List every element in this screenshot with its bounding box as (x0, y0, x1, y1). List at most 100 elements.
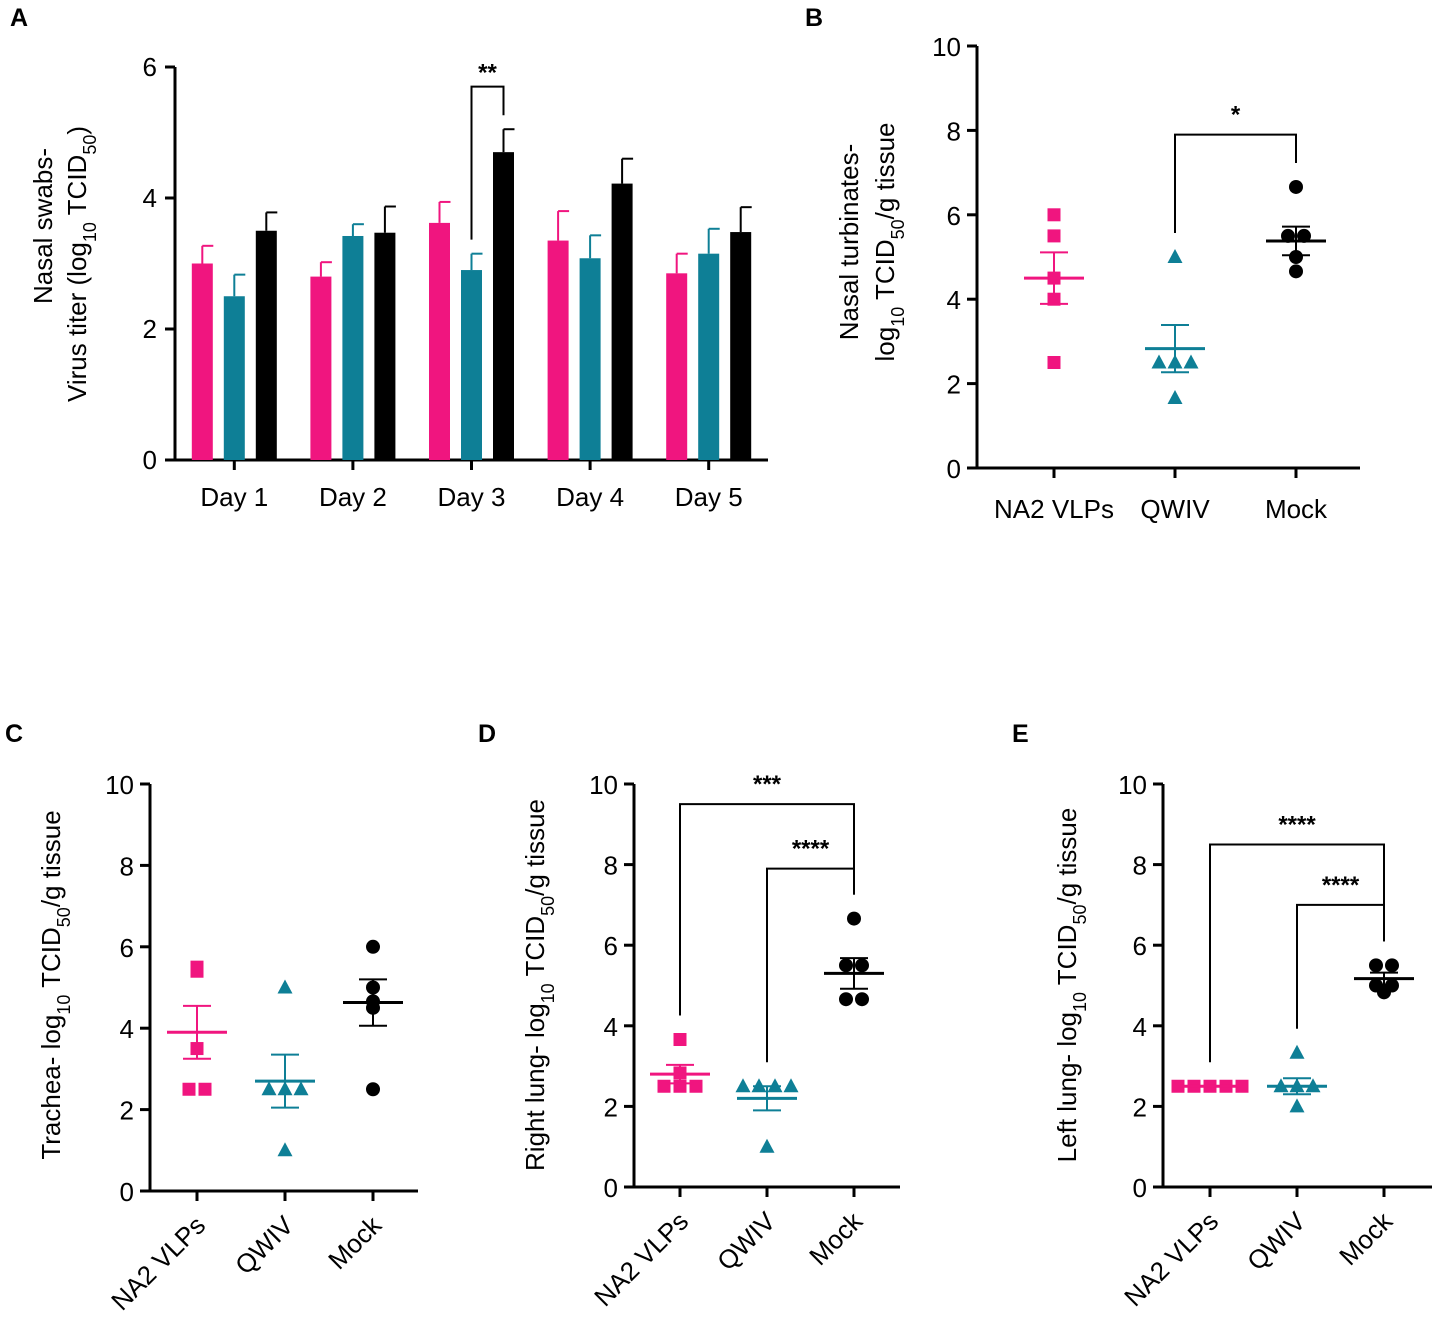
y-axis-label-line2-b: log10 TCID50/g tissue (870, 122, 908, 361)
x-tick-label: Day 2 (319, 482, 387, 512)
x-tick-label: Day 4 (556, 482, 624, 512)
data-point (783, 1078, 799, 1093)
y-tick-label: 6 (120, 933, 134, 963)
y-tick-label: 4 (947, 285, 961, 315)
y-tick-label: 8 (604, 851, 618, 881)
y-tick-label: 6 (1133, 931, 1147, 961)
data-point (1377, 985, 1391, 1000)
data-point (1047, 356, 1061, 369)
y-axis-label-line2-a: Virus titer (log10 TCID50) (62, 126, 100, 402)
y-tick-label: 2 (120, 1096, 134, 1126)
y-tick-label: 0 (604, 1173, 618, 1203)
x-tick-label: QWIV (711, 1206, 782, 1277)
data-point (1281, 228, 1295, 243)
data-point (689, 1079, 703, 1093)
data-point (261, 1081, 277, 1096)
x-tick-label: Day 3 (438, 482, 506, 512)
y-tick-label: 0 (947, 454, 961, 484)
significance-bracket (1209, 843, 1385, 1063)
data-point (657, 1079, 671, 1093)
data-point (1047, 229, 1061, 243)
data-point (182, 1082, 196, 1096)
data-point (855, 958, 869, 973)
y-axis-label-e: Left lung- log10 TCID50/g tissue (1052, 808, 1090, 1163)
y-axis-label-d: Right lung- log10 TCID50/g tissue (520, 799, 558, 1171)
data-point (1047, 208, 1061, 222)
significance-label: **** (1322, 872, 1360, 899)
data-point (1171, 1079, 1185, 1093)
data-point (1167, 249, 1183, 263)
x-tick-label: Day 5 (675, 482, 743, 512)
significance-bracket (470, 85, 505, 240)
data-point (855, 992, 869, 1007)
bar (191, 263, 213, 460)
y-tick-label: 8 (947, 116, 961, 146)
data-point (1369, 958, 1383, 973)
data-point (735, 1078, 751, 1093)
panel-e: E Left lung- log10 TCID50/g tissue 0 2 4 6 8… (1012, 720, 1432, 1312)
data-point (293, 1081, 309, 1096)
x-tick-label: Mock (1265, 494, 1328, 524)
data-point (673, 1033, 687, 1047)
x-tick-label: Mock (322, 1209, 388, 1275)
y-tick-label: 0 (143, 445, 157, 475)
data-point (1289, 179, 1303, 194)
y-tick-label: 2 (143, 314, 157, 344)
bar (374, 232, 396, 460)
data-point (277, 1142, 293, 1157)
y-tick-label: 2 (1133, 1092, 1147, 1122)
significance-label: *** (753, 771, 782, 798)
data-point (1151, 354, 1167, 369)
y-tick-label: 6 (604, 931, 618, 961)
y-tick-label: 10 (932, 32, 961, 62)
panel-label-c: C (5, 720, 23, 748)
data-point (759, 1138, 775, 1153)
bar (429, 222, 450, 460)
panel-label-e: E (1012, 720, 1029, 748)
y-tick-label: 0 (1133, 1173, 1147, 1203)
x-tick-label: Mock (803, 1205, 869, 1271)
y-axis-label-c: Trachea- log10 TCID50/g tissue (36, 810, 74, 1159)
y-tick-label: 4 (604, 1012, 618, 1042)
y-tick-label: 2 (947, 370, 961, 400)
data-point (1297, 228, 1311, 243)
y-axis-label-line1-b: Nasal turbinates- (834, 144, 864, 341)
panel-label-d: D (478, 720, 496, 748)
bar (310, 276, 332, 460)
panel-label-b: B (805, 4, 823, 32)
significance-label: ** (478, 60, 497, 87)
panel-label-a: A (10, 4, 28, 32)
y-axis-label-line1-a: Nasal swabs- (28, 148, 58, 304)
bar (493, 152, 514, 460)
bar (255, 230, 277, 460)
data-point (839, 992, 853, 1007)
significance-label: **** (792, 836, 830, 863)
bar (666, 273, 688, 460)
data-point (366, 939, 380, 954)
y-tick-label: 4 (120, 1014, 134, 1044)
significance-bracket (1174, 133, 1297, 233)
y-tick-label: 8 (1133, 851, 1147, 881)
panel-c: C Trachea- log10 TCID50/g tissue 0 2 4 6 8 10… (5, 720, 418, 1316)
bar (547, 240, 569, 460)
significance-label: **** (1278, 811, 1316, 838)
y-tick-label: 8 (120, 851, 134, 881)
y-tick-label: 2 (604, 1092, 618, 1122)
significance-bracket (679, 803, 855, 1016)
y-tick-label: 10 (1118, 770, 1147, 800)
data-point (1289, 264, 1303, 279)
data-point (277, 979, 293, 994)
x-tick-label: NA2 VLPs (588, 1206, 694, 1312)
y-tick-label: 4 (143, 183, 157, 213)
data-point (1183, 354, 1199, 369)
x-tick-label: QWIV (229, 1210, 300, 1281)
x-tick-label: QWIV (1241, 1206, 1312, 1277)
significance-bracket (766, 867, 855, 1063)
x-tick-label: NA2 VLPs (1118, 1206, 1224, 1312)
data-point (1289, 1098, 1305, 1113)
panel-a: A Nasal swabs- Virus titer (log10 TCID50… (10, 4, 768, 512)
panel-b: B Nasal turbinates- log10 TCID50/g tissu… (805, 4, 1360, 524)
x-tick-label: QWIV (1140, 494, 1210, 524)
bar (611, 183, 633, 460)
x-tick-label: Mock (1333, 1205, 1399, 1271)
